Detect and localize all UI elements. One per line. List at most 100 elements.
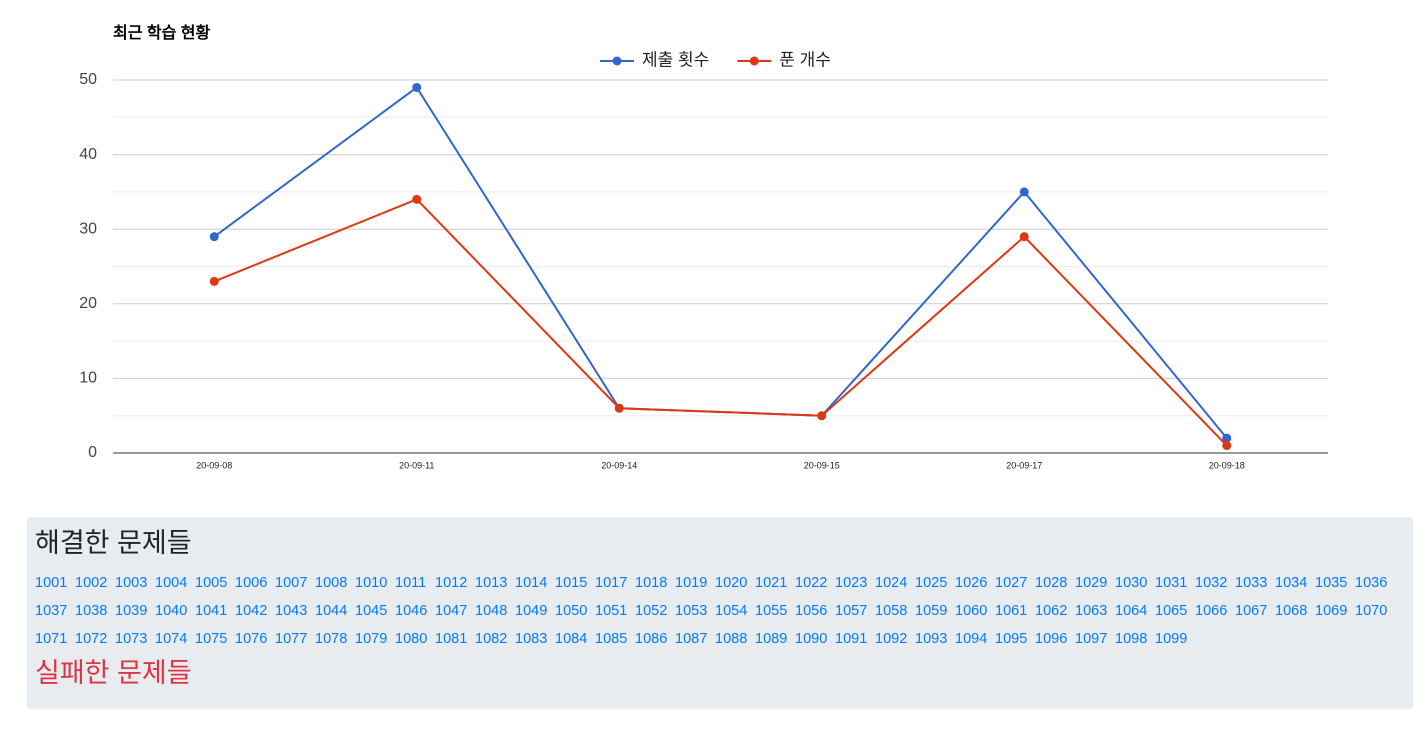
problem-link[interactable]: 1070	[1355, 603, 1388, 619]
data-point	[412, 82, 422, 92]
problem-link[interactable]: 1020	[715, 575, 748, 591]
problem-link[interactable]: 1085	[595, 631, 628, 647]
problem-link[interactable]: 1032	[1195, 575, 1228, 591]
problem-link[interactable]: 1042	[235, 603, 268, 619]
problem-link[interactable]: 1029	[1075, 575, 1108, 591]
problem-link[interactable]: 1012	[435, 575, 468, 591]
problem-link[interactable]: 1048	[475, 603, 508, 619]
problem-link[interactable]: 1010	[355, 575, 388, 591]
problem-link[interactable]: 1068	[1275, 603, 1308, 619]
problem-link[interactable]: 1050	[555, 603, 588, 619]
problem-link[interactable]: 1058	[875, 603, 908, 619]
problem-link[interactable]: 1071	[35, 631, 68, 647]
problem-link[interactable]: 1018	[635, 575, 668, 591]
problem-link[interactable]: 1004	[155, 575, 188, 591]
problem-link[interactable]: 1046	[395, 603, 428, 619]
problem-link[interactable]: 1072	[75, 631, 108, 647]
problem-link[interactable]: 1097	[1075, 631, 1108, 647]
problem-link[interactable]: 1060	[955, 603, 988, 619]
problem-link[interactable]: 1069	[1315, 603, 1348, 619]
problem-link[interactable]: 1059	[915, 603, 948, 619]
problem-link[interactable]: 1033	[1235, 575, 1268, 591]
problem-link[interactable]: 1013	[475, 575, 508, 591]
problem-link[interactable]: 1005	[195, 575, 228, 591]
problem-link[interactable]: 1038	[75, 603, 108, 619]
problem-link[interactable]: 1023	[835, 575, 868, 591]
problem-link[interactable]: 1099	[1155, 631, 1188, 647]
problem-link[interactable]: 1089	[755, 631, 788, 647]
problem-link[interactable]: 1079	[355, 631, 388, 647]
problem-link[interactable]: 1011	[395, 575, 427, 591]
problem-link[interactable]: 1077	[275, 631, 308, 647]
problem-link[interactable]: 1053	[675, 603, 708, 619]
problem-link[interactable]: 1067	[1235, 603, 1268, 619]
problem-link[interactable]: 1054	[715, 603, 748, 619]
problem-link[interactable]: 1065	[1155, 603, 1188, 619]
problem-link[interactable]: 1061	[995, 603, 1028, 619]
problem-link[interactable]: 1082	[475, 631, 508, 647]
problem-link[interactable]: 1096	[1035, 631, 1068, 647]
problem-link[interactable]: 1083	[515, 631, 548, 647]
problem-link[interactable]: 1087	[675, 631, 708, 647]
problem-link[interactable]: 1002	[75, 575, 108, 591]
problem-link[interactable]: 1037	[35, 603, 68, 619]
problem-link[interactable]: 1003	[115, 575, 148, 591]
problem-link[interactable]: 1064	[1115, 603, 1148, 619]
problem-link[interactable]: 1047	[435, 603, 468, 619]
problem-link[interactable]: 1078	[315, 631, 348, 647]
problem-link[interactable]: 1074	[155, 631, 188, 647]
problem-link[interactable]: 1075	[195, 631, 228, 647]
problem-link[interactable]: 1026	[955, 575, 988, 591]
problem-link[interactable]: 1043	[275, 603, 308, 619]
problem-link[interactable]: 1063	[1075, 603, 1108, 619]
problem-link[interactable]: 1028	[1035, 575, 1068, 591]
problem-link[interactable]: 1080	[395, 631, 428, 647]
problem-link[interactable]: 1001	[35, 575, 68, 591]
problem-link[interactable]: 1088	[715, 631, 748, 647]
problem-link[interactable]: 1094	[955, 631, 988, 647]
problem-link[interactable]: 1049	[515, 603, 548, 619]
problem-link[interactable]: 1076	[235, 631, 268, 647]
problem-link[interactable]: 1014	[515, 575, 548, 591]
problem-link[interactable]: 1052	[635, 603, 668, 619]
problem-link[interactable]: 1062	[1035, 603, 1068, 619]
problem-link[interactable]: 1022	[795, 575, 828, 591]
problem-link[interactable]: 1056	[795, 603, 828, 619]
problem-link[interactable]: 1044	[315, 603, 348, 619]
problem-link[interactable]: 1092	[875, 631, 908, 647]
problem-link[interactable]: 1091	[835, 631, 868, 647]
problem-link[interactable]: 1090	[795, 631, 828, 647]
problem-link[interactable]: 1036	[1355, 575, 1388, 591]
problem-link[interactable]: 1098	[1115, 631, 1148, 647]
problem-link[interactable]: 1025	[915, 575, 948, 591]
problem-link[interactable]: 1045	[355, 603, 388, 619]
problem-link[interactable]: 1093	[915, 631, 948, 647]
problem-link[interactable]: 1041	[195, 603, 228, 619]
problem-link[interactable]: 1030	[1115, 575, 1148, 591]
problem-link[interactable]: 1035	[1315, 575, 1348, 591]
problem-link[interactable]: 1015	[555, 575, 588, 591]
problem-link[interactable]: 1006	[235, 575, 268, 591]
problem-link[interactable]: 1040	[155, 603, 188, 619]
problem-link[interactable]: 1073	[115, 631, 148, 647]
problem-link[interactable]: 1024	[875, 575, 908, 591]
problem-link[interactable]: 1095	[995, 631, 1028, 647]
problem-link[interactable]: 1066	[1195, 603, 1228, 619]
problem-link[interactable]: 1007	[275, 575, 308, 591]
data-point	[1222, 441, 1232, 451]
problem-link[interactable]: 1008	[315, 575, 348, 591]
problem-link[interactable]: 1027	[995, 575, 1028, 591]
problem-link[interactable]: 1019	[675, 575, 708, 591]
problem-link[interactable]: 1055	[755, 603, 788, 619]
problem-link[interactable]: 1084	[555, 631, 588, 647]
problem-link[interactable]: 1051	[595, 603, 628, 619]
problem-link[interactable]: 1034	[1275, 575, 1308, 591]
problem-link[interactable]: 1017	[595, 575, 628, 591]
problem-link[interactable]: 1057	[835, 603, 868, 619]
problem-link[interactable]: 1086	[635, 631, 668, 647]
data-point	[614, 403, 624, 413]
problem-link[interactable]: 1021	[755, 575, 788, 591]
problem-link[interactable]: 1081	[435, 631, 468, 647]
problem-link[interactable]: 1039	[115, 603, 148, 619]
problem-link[interactable]: 1031	[1155, 575, 1188, 591]
